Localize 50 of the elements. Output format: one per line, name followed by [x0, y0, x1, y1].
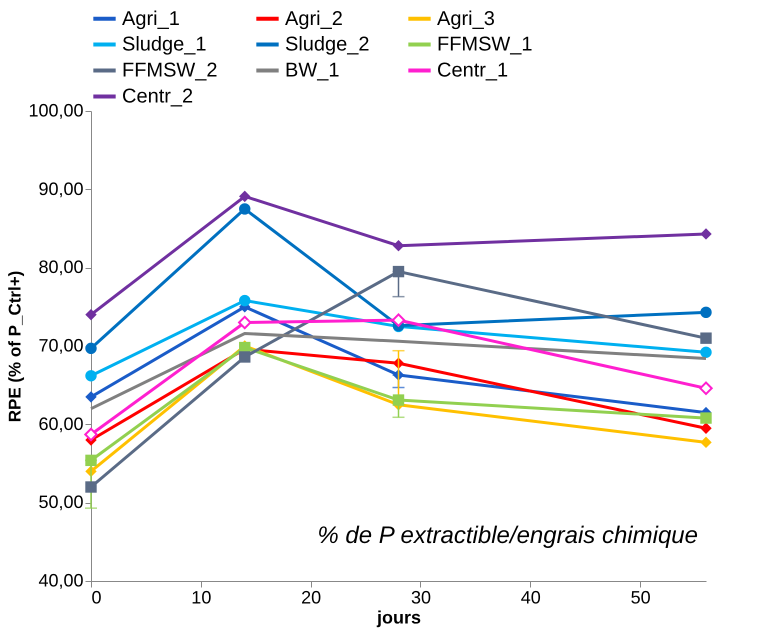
x-tick-label: 0	[92, 588, 102, 608]
x-tick-label: 30	[410, 588, 431, 608]
point	[700, 332, 712, 344]
point	[700, 306, 712, 318]
legend-label: Agri_2	[285, 8, 343, 30]
legend-label: Centr_1	[437, 60, 508, 82]
point	[392, 266, 404, 278]
point	[85, 481, 97, 493]
point	[239, 190, 250, 202]
point	[239, 203, 250, 215]
point	[239, 294, 250, 306]
legend-label: Agri_3	[437, 8, 495, 30]
legend-label: Agri_1	[122, 8, 180, 30]
annotation: % de P extractible/engrais chimique	[317, 522, 698, 549]
y-tick-label: 60,00	[38, 414, 84, 434]
point	[85, 454, 97, 466]
y-tick-label: 100,00	[28, 100, 84, 120]
point	[85, 391, 97, 403]
point	[392, 394, 404, 406]
point	[392, 240, 404, 252]
point	[700, 412, 712, 424]
point	[85, 342, 97, 354]
point	[699, 382, 713, 395]
point	[700, 346, 712, 358]
point	[239, 351, 250, 363]
y-tick-label: 40,00	[38, 570, 84, 590]
x-tick-label: 10	[191, 588, 212, 608]
legend-label: FFMSW_1	[437, 34, 533, 56]
y-tick-label: 80,00	[38, 257, 84, 278]
x-tick-label: 40	[520, 588, 541, 608]
point	[700, 228, 712, 240]
x-tick-label: 50	[630, 588, 651, 608]
x-axis-title: jours	[376, 608, 422, 628]
point	[85, 308, 97, 320]
legend-label: BW_1	[285, 60, 340, 82]
x-tick-label: 20	[301, 588, 322, 608]
point	[84, 428, 98, 442]
legend-label: Centr_2	[122, 86, 194, 108]
y-tick-label: 90,00	[38, 178, 84, 199]
legend-label: FFMSW_2	[122, 60, 218, 82]
legend-label: Sludge_2	[285, 34, 370, 56]
point	[392, 313, 406, 327]
point	[700, 436, 712, 448]
point	[238, 316, 252, 330]
y-axis-title: RPE (% of P_Ctrl+)	[5, 270, 24, 422]
y-tick-label: 70,00	[38, 336, 84, 356]
point	[85, 370, 97, 382]
legend-label: Sludge_1	[122, 34, 207, 56]
point	[700, 422, 712, 434]
y-tick-label: 50,00	[38, 492, 84, 512]
